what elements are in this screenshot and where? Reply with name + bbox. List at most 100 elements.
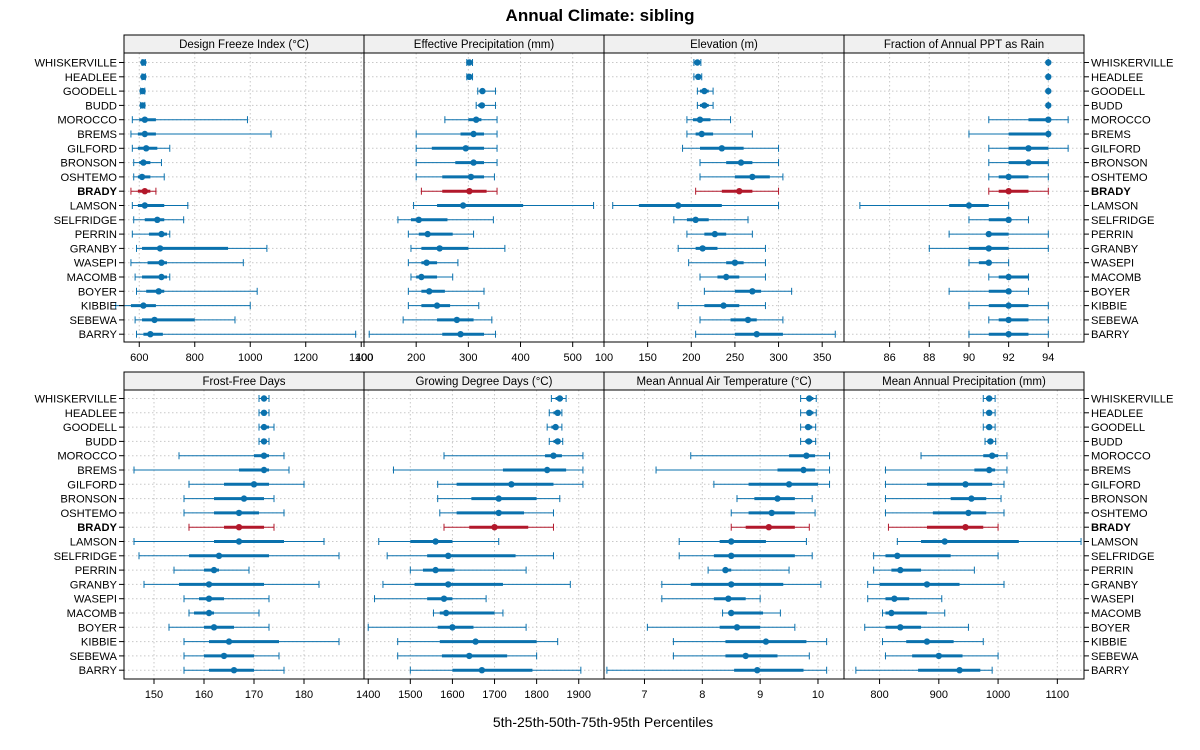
site-label-right: MOROCCO xyxy=(1091,451,1151,463)
median-point xyxy=(962,481,969,488)
median-point xyxy=(1025,159,1032,166)
site-label-right: BUDD xyxy=(1091,436,1123,448)
site-label-left: GOODELL xyxy=(63,422,117,434)
tick-label: 160 xyxy=(195,689,213,701)
tick-label: 1000 xyxy=(986,689,1010,701)
median-point xyxy=(470,130,477,138)
median-point xyxy=(1005,316,1012,324)
site-mark-wasepi xyxy=(374,595,487,603)
site-label-right: PERRIN xyxy=(1091,565,1133,577)
site-mark-brady xyxy=(130,187,157,195)
site-label-right: WASEPI xyxy=(1091,594,1134,606)
median-point xyxy=(205,595,213,602)
site-mark-granby xyxy=(135,244,268,252)
median-point xyxy=(701,87,708,95)
panel-7: Mean Annual Air Temperature (°C) 7 8 9 10 xyxy=(603,371,845,701)
site-label-right: SEBEWA xyxy=(1091,315,1139,327)
median-point xyxy=(754,667,761,674)
site-label-left: PERRIN xyxy=(75,229,117,241)
site-mark-morocco xyxy=(920,452,1008,460)
site-mark-whiskerville xyxy=(258,395,270,402)
x-axis-label: 5th-25th-50th-75th-95th Percentiles xyxy=(493,714,713,730)
site-mark-gilford xyxy=(415,144,498,152)
median-point xyxy=(720,302,727,309)
site-label-right: MOROCCO xyxy=(1091,115,1151,127)
site-mark-perrin xyxy=(407,230,475,238)
site-mark-selfridge xyxy=(678,552,813,560)
tick-label: 100 xyxy=(595,352,613,364)
site-label-left: SELFRIDGE xyxy=(54,551,117,563)
site-label-right: OSHTEMO xyxy=(1091,508,1148,520)
site-mark-bronson xyxy=(437,495,561,503)
median-point xyxy=(1005,188,1012,195)
panel-strip-title: Frost-Free Days xyxy=(202,376,285,388)
site-mark-goodell xyxy=(477,87,496,95)
site-label-left: BREMS xyxy=(77,129,117,141)
median-point xyxy=(479,87,486,95)
site-mark-gilford xyxy=(682,144,780,152)
site-mark-whiskerville xyxy=(550,395,567,402)
median-point xyxy=(445,552,452,559)
site-label-left: MACOMB xyxy=(67,272,117,284)
median-point xyxy=(205,581,213,588)
tick-label: 90 xyxy=(963,352,975,364)
median-point xyxy=(1005,173,1012,181)
site-mark-morocco xyxy=(178,452,285,460)
panel-8: Mean Annual Precipitation (mm) 800 900 1000… xyxy=(843,371,1085,701)
site-mark-gilford xyxy=(884,480,1005,488)
site-mark-budd xyxy=(475,101,496,109)
median-point xyxy=(415,216,422,223)
site-label-left: BRONSON xyxy=(60,158,117,170)
tick-label: 1000 xyxy=(238,352,262,364)
median-point xyxy=(806,409,813,416)
site-mark-macomb xyxy=(134,273,171,281)
median-point xyxy=(1045,130,1052,138)
site-mark-bronson xyxy=(183,495,275,503)
median-point xyxy=(935,652,943,660)
tick-label: 250 xyxy=(726,352,744,364)
panel-grid: Design Freeze Index (°C) 600 800 1000 1200 14… xyxy=(35,34,1174,701)
tick-label: 350 xyxy=(813,352,831,364)
site-mark-wasepi xyxy=(130,259,244,267)
site-mark-kibbie xyxy=(183,638,340,646)
median-point xyxy=(436,245,443,252)
site-mark-selfridge xyxy=(138,552,340,560)
median-point xyxy=(423,259,430,266)
site-mark-brady xyxy=(887,523,999,531)
median-point xyxy=(459,202,467,209)
median-point xyxy=(466,188,473,195)
site-mark-wasepi xyxy=(867,595,943,603)
median-point xyxy=(728,609,735,617)
median-point xyxy=(696,116,704,123)
site-label-right: MACOMB xyxy=(1091,608,1141,620)
site-mark-perrin xyxy=(948,230,1049,238)
median-point xyxy=(138,173,146,181)
median-point xyxy=(897,566,904,574)
site-label-right: GOODELL xyxy=(1091,422,1145,434)
median-point xyxy=(728,538,735,545)
median-point xyxy=(762,638,770,645)
tick-label: 300 xyxy=(459,352,477,364)
median-point xyxy=(220,652,228,660)
site-mark-sebewa xyxy=(988,316,1049,324)
site-label-left: BREMS xyxy=(77,465,117,477)
site-mark-boyer xyxy=(703,287,793,295)
site-mark-selfridge xyxy=(397,216,494,224)
median-point xyxy=(804,423,812,431)
panel-1: Design Freeze Index (°C) 600 800 1000 1200 14… xyxy=(115,34,373,364)
site-mark-barry xyxy=(855,666,993,674)
median-point xyxy=(260,423,268,431)
site-label-left: OSHTEMO xyxy=(60,508,117,520)
site-label-right: BUDD xyxy=(1091,100,1123,112)
median-point xyxy=(897,624,904,631)
site-label-left: KIBBIE xyxy=(81,301,117,313)
median-point xyxy=(965,509,972,517)
site-mark-kibbie xyxy=(397,638,559,646)
site-label-right: SELFRIDGE xyxy=(1091,215,1154,227)
site-mark-sebewa xyxy=(397,652,538,660)
site-mark-barry xyxy=(183,666,285,674)
site-label-left: WASEPI xyxy=(74,258,117,270)
site-mark-budd xyxy=(139,101,146,109)
median-point xyxy=(139,87,146,95)
site-mark-sebewa xyxy=(699,316,784,324)
